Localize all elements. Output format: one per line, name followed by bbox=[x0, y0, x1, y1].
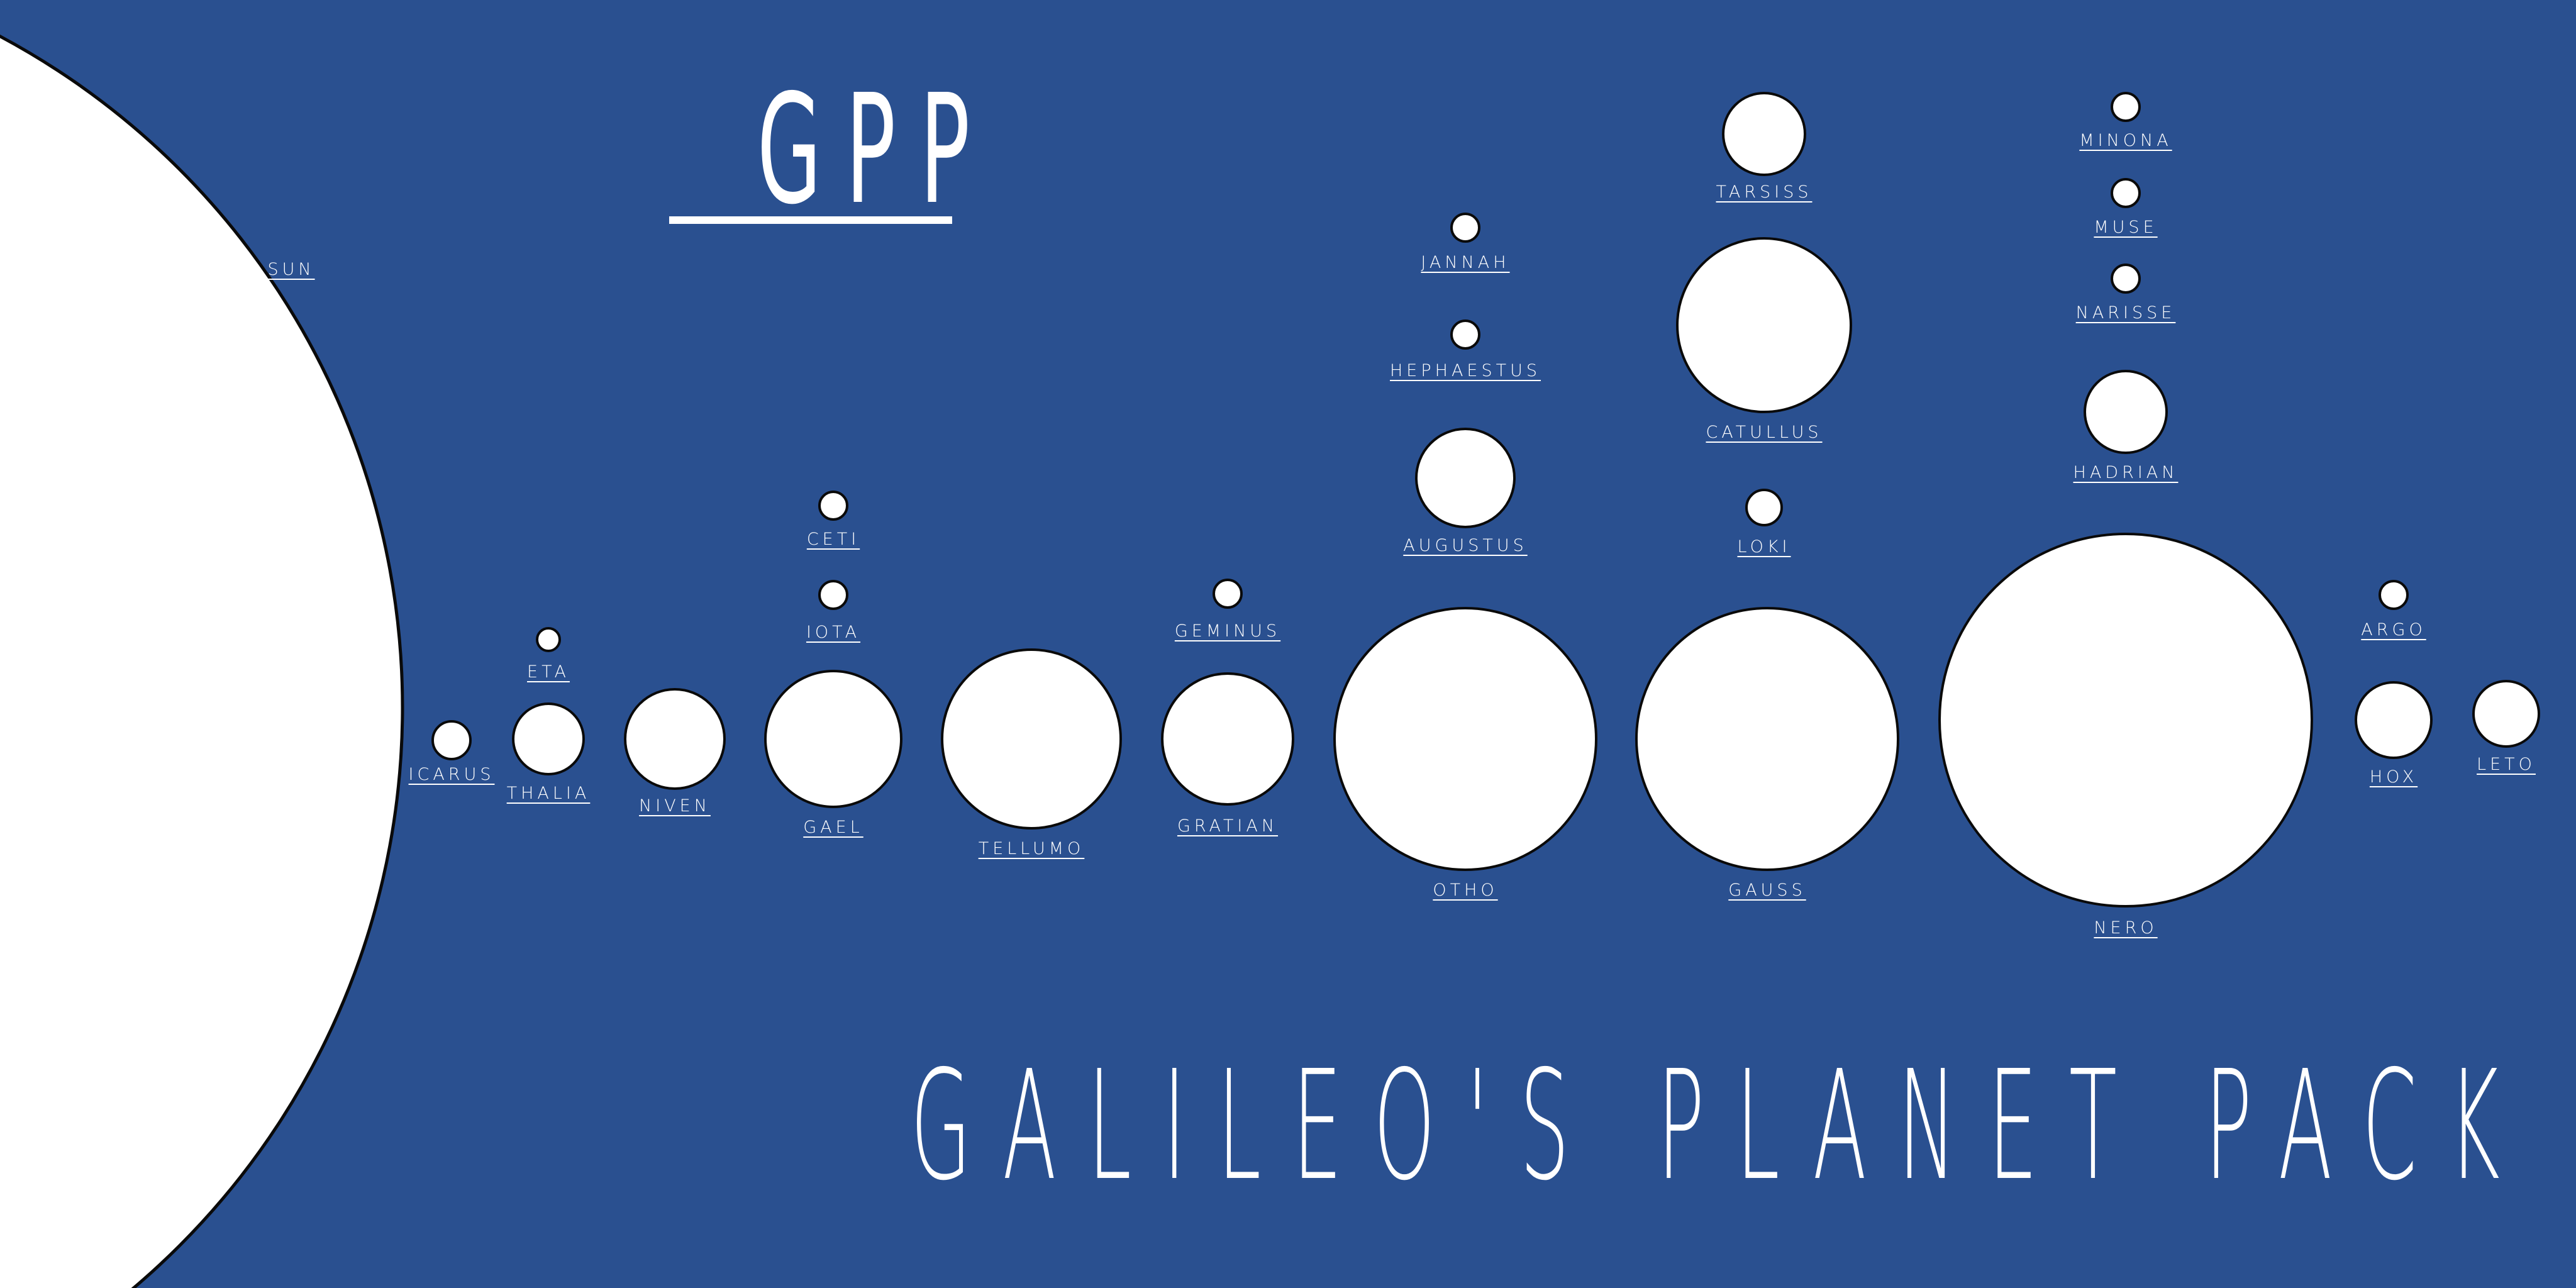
tarsiss-planet bbox=[1722, 92, 1806, 176]
iota-planet bbox=[818, 580, 848, 610]
hox-label: HOX bbox=[2369, 767, 2418, 787]
argo-label: ARGO bbox=[2361, 620, 2426, 640]
argo-planet bbox=[2379, 580, 2409, 610]
nero-planet bbox=[1938, 533, 2313, 908]
gauss-label: GAUSS bbox=[1728, 880, 1806, 900]
eta-planet bbox=[536, 627, 561, 652]
ceti-label: CETI bbox=[806, 530, 860, 549]
hephaestus-label: HEPHAESTUS bbox=[1389, 361, 1541, 380]
narisse-planet bbox=[2111, 264, 2141, 294]
niven-label: NIVEN bbox=[639, 796, 711, 816]
jannah-planet bbox=[1450, 213, 1480, 243]
augustus-label: AUGUSTUS bbox=[1403, 536, 1528, 555]
minona-planet bbox=[2111, 92, 2141, 122]
muse-label: MUSE bbox=[2094, 218, 2158, 237]
ceti-planet bbox=[818, 491, 848, 521]
geminus-planet bbox=[1213, 579, 1243, 609]
loki-planet bbox=[1745, 489, 1783, 526]
hadrian-planet bbox=[2084, 370, 2168, 454]
tarsiss-label: TARSISS bbox=[1716, 182, 1813, 202]
eta-label: ETA bbox=[527, 662, 570, 682]
bodies-layer bbox=[431, 92, 2540, 908]
hox-planet bbox=[2355, 681, 2433, 759]
thalia-label: THALIA bbox=[506, 784, 591, 803]
thalia-planet bbox=[512, 702, 585, 775]
gratian-label: GRATIAN bbox=[1177, 816, 1279, 836]
sun-disc bbox=[0, 35, 404, 1288]
logo-underline bbox=[669, 216, 952, 224]
niven-planet bbox=[624, 688, 726, 790]
leto-label: LETO bbox=[2477, 755, 2536, 774]
sun-label: SUN bbox=[267, 260, 315, 279]
narisse-label: NARISSE bbox=[2075, 303, 2176, 323]
leto-planet bbox=[2472, 680, 2540, 748]
gael-planet bbox=[764, 670, 902, 808]
catullus-planet bbox=[1676, 237, 1852, 413]
gael-label: GAEL bbox=[803, 818, 863, 837]
loki-label: LOKI bbox=[1737, 537, 1791, 557]
augustus-planet bbox=[1415, 428, 1516, 528]
jannah-label: JANNAH bbox=[1421, 253, 1510, 272]
hadrian-label: HADRIAN bbox=[2073, 463, 2179, 482]
main-title: GALILEO'S PLANET PACK bbox=[910, 1038, 2531, 1214]
otho-planet bbox=[1333, 607, 1597, 871]
otho-label: OTHO bbox=[1433, 880, 1498, 900]
gratian-planet bbox=[1161, 672, 1294, 806]
icarus-planet bbox=[431, 720, 472, 760]
nero-label: NERO bbox=[2094, 918, 2158, 938]
muse-planet bbox=[2111, 178, 2141, 208]
tellumo-label: TELLUMO bbox=[978, 839, 1085, 858]
gpp-logo: GPP bbox=[757, 62, 994, 238]
geminus-label: GEMINUS bbox=[1174, 621, 1281, 641]
hephaestus-planet bbox=[1450, 319, 1480, 350]
icarus-label: ICARUS bbox=[408, 765, 495, 784]
tellumo-planet bbox=[941, 648, 1122, 830]
catullus-label: CATULLUS bbox=[1706, 423, 1823, 442]
minona-label: MINONA bbox=[2079, 131, 2172, 150]
iota-label: IOTA bbox=[806, 623, 861, 642]
gauss-planet bbox=[1635, 607, 1899, 871]
